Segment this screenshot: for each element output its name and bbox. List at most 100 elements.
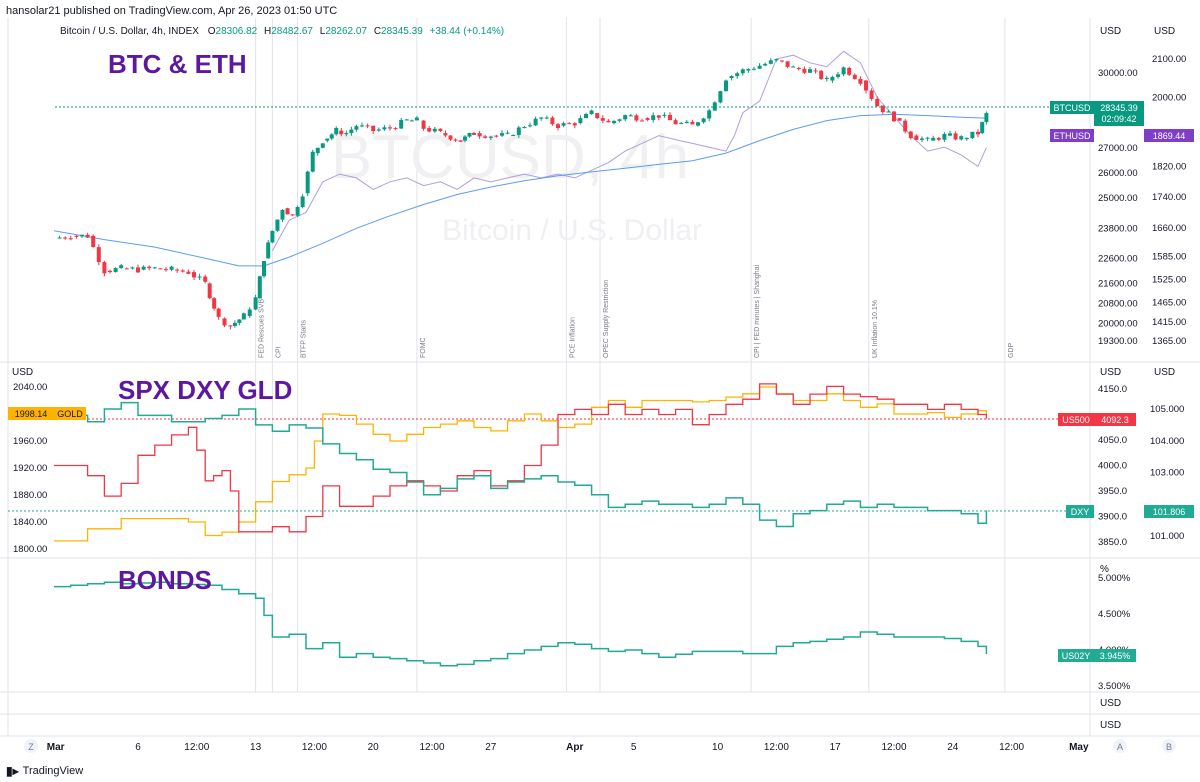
btc-candle-body[interactable]	[516, 127, 521, 135]
btc-price-scale[interactable]: 30000.0028000.0027000.0026000.0025000.00…	[1098, 68, 1138, 347]
btc-candle-body[interactable]	[897, 118, 902, 121]
btc-candle-body[interactable]	[399, 119, 404, 129]
btc-candle-body[interactable]	[852, 74, 857, 80]
btc-candle-body[interactable]	[404, 119, 409, 121]
btc-candle-body[interactable]	[102, 262, 107, 274]
btc-candle-body[interactable]	[275, 219, 280, 231]
btc-candle-body[interactable]	[453, 139, 458, 141]
btc-candle-body[interactable]	[270, 230, 275, 243]
btc-candle-body[interactable]	[953, 133, 958, 140]
btc-candle-body[interactable]	[443, 133, 448, 136]
btc-candle-body[interactable]	[914, 135, 919, 140]
btc-candle-body[interactable]	[360, 125, 364, 127]
gold-price-scale[interactable]: 2040.00 1960.00 1920.00 1880.00 1840.00 1800.…	[13, 382, 47, 555]
btc-candle-body[interactable]	[561, 123, 566, 126]
spx-dxy-gld-pane[interactable]: SPX DXY GLD USD USD USD 2040.00 1960.00 19…	[8, 367, 1194, 555]
btc-candle-body[interactable]	[808, 69, 812, 73]
btc-candle-body[interactable]	[544, 117, 549, 119]
btc-candle-body[interactable]	[908, 131, 913, 139]
btc-candle-body[interactable]	[584, 114, 588, 119]
btc-candle-body[interactable]	[533, 118, 538, 126]
btc-candle-body[interactable]	[130, 267, 135, 269]
btc-candle-body[interactable]	[948, 133, 952, 136]
btc-candle-body[interactable]	[365, 125, 370, 127]
btc-candle-body[interactable]	[752, 68, 756, 70]
us02y-series-line[interactable]	[54, 581, 988, 667]
btc-candle-body[interactable]	[295, 207, 300, 216]
btc-candle-body[interactable]	[458, 140, 463, 142]
btc-candle-body[interactable]	[488, 136, 493, 138]
btc-candle-body[interactable]	[701, 118, 706, 123]
btc-candle-body[interactable]	[768, 60, 773, 64]
btc-candle-body[interactable]	[847, 67, 852, 75]
btc-candle-body[interactable]	[522, 127, 527, 129]
btc-candle-body[interactable]	[421, 120, 426, 129]
btc-candle-body[interactable]	[606, 120, 611, 123]
btc-candle-body[interactable]	[169, 266, 174, 270]
btc-candle-body[interactable]	[718, 91, 723, 103]
btc-candle-body[interactable]	[774, 58, 779, 61]
btc-candle-body[interactable]	[175, 269, 180, 271]
btc-candle-body[interactable]	[91, 235, 96, 248]
btc-candle-body[interactable]	[550, 117, 555, 125]
btc-candle-body[interactable]	[740, 69, 745, 74]
btc-candle-body[interactable]	[472, 133, 476, 135]
btc-candle-body[interactable]	[925, 137, 930, 139]
btc-candle-body[interactable]	[724, 80, 728, 92]
btc-candle-body[interactable]	[136, 267, 140, 273]
btc-candle-body[interactable]	[141, 266, 146, 270]
btc-candle-body[interactable]	[477, 133, 482, 137]
btc-candle-body[interactable]	[589, 110, 594, 115]
btc-candle-body[interactable]	[68, 238, 73, 240]
btc-candle-body[interactable]	[207, 283, 212, 299]
btc-candle-body[interactable]	[483, 136, 488, 138]
btc-candle-body[interactable]	[57, 237, 62, 239]
btc-candle-body[interactable]	[813, 70, 818, 72]
btc-candle-body[interactable]	[119, 265, 124, 269]
btc-candle-body[interactable]	[668, 114, 672, 121]
btc-candle-body[interactable]	[729, 76, 734, 79]
dxy-series-line[interactable]	[54, 401, 988, 528]
btc-candle-body[interactable]	[409, 120, 414, 122]
btc-candle-body[interactable]	[305, 171, 310, 194]
btc-candle-body[interactable]	[578, 118, 583, 124]
btc-candle-body[interactable]	[662, 114, 667, 116]
btc-candle-body[interactable]	[645, 118, 650, 120]
symbol-legend[interactable]: Bitcoin / U.S. Dollar, 4h, INDEX O28306.…	[60, 26, 504, 37]
btc-candle-body[interactable]	[285, 208, 290, 215]
btc-candle-body[interactable]	[920, 138, 924, 140]
btc-candle-body[interactable]	[448, 135, 453, 140]
btc-candle-body[interactable]	[880, 105, 885, 113]
btc-candle-body[interactable]	[528, 125, 532, 127]
btc-candle-body[interactable]	[310, 151, 315, 172]
btc-candle-body[interactable]	[903, 120, 908, 132]
btc-candle-body[interactable]	[785, 61, 790, 67]
btc-candle-body[interactable]	[124, 268, 129, 270]
btc-candle-body[interactable]	[791, 66, 796, 68]
btc-candle-body[interactable]	[427, 128, 432, 132]
moving-average-line[interactable]	[53, 113, 987, 267]
btc-candle-body[interactable]	[875, 98, 880, 107]
btc-candle-body[interactable]	[623, 115, 628, 120]
btc-candle-body[interactable]	[679, 123, 684, 125]
btc-candle-body[interactable]	[152, 267, 157, 269]
btc-candle-body[interactable]	[780, 60, 784, 62]
btc-candle-body[interactable]	[858, 79, 863, 84]
btc-candle-body[interactable]	[300, 196, 305, 208]
btc-candle-body[interactable]	[371, 125, 376, 131]
btc-candle-body[interactable]	[339, 130, 344, 135]
gold-series-line[interactable]	[54, 386, 988, 542]
btc-candle-body[interactable]	[247, 309, 252, 316]
btc-candle-body[interactable]	[684, 121, 689, 124]
btc-candle-body[interactable]	[192, 272, 196, 278]
btc-candle-body[interactable]	[382, 127, 387, 130]
btc-candle-body[interactable]	[595, 113, 600, 119]
btc-candle-body[interactable]	[984, 113, 989, 123]
btc-candle-body[interactable]	[203, 276, 208, 282]
btc-candle-body[interactable]	[467, 133, 472, 137]
btc-candle-body[interactable]	[819, 70, 824, 79]
btc-candle-body[interactable]	[222, 318, 227, 326]
btc-candle-body[interactable]	[228, 325, 233, 327]
btc-candle-body[interactable]	[63, 237, 68, 239]
